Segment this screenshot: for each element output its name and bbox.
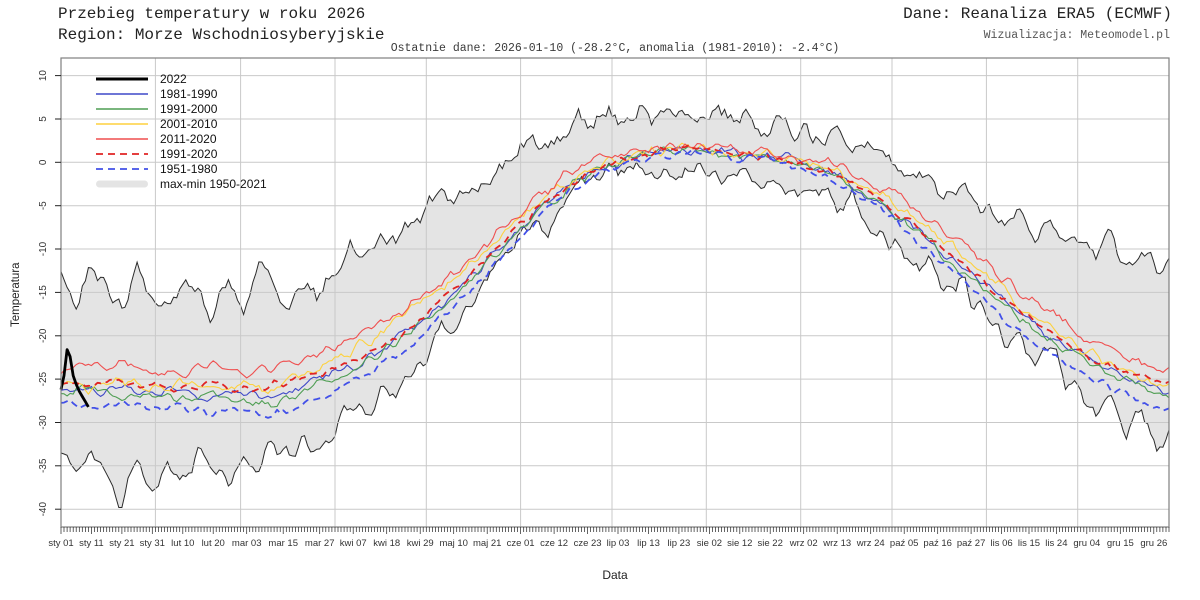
x-tick-label: mar 15 [268, 538, 298, 549]
x-tick-label: wrz 13 [822, 538, 851, 549]
x-tick-label: maj 10 [439, 538, 468, 549]
legend-label: 1991-2020 [160, 146, 218, 161]
x-tick-label: sty 31 [140, 538, 165, 549]
legend-item-max-min-1950-2021: max-min 1950-2021 [94, 176, 267, 191]
x-tick-label: lis 06 [991, 538, 1013, 549]
y-tick-label: 10 [38, 70, 49, 82]
x-tick-label: kwi 07 [340, 538, 367, 549]
x-axis-ticks: sty 01 sty 11 sty 21 sty 31 lut 10 lut 20 mar … [48, 527, 1170, 549]
series-line-1951-1980 [60, 149, 1170, 419]
x-tick-label: lis 15 [1018, 538, 1040, 549]
x-tick-label: lip 13 [637, 538, 660, 549]
series-line-2022 [59, 348, 90, 408]
legend-label: 2011-2020 [160, 131, 217, 146]
y-axis-title: Temperatura [10, 262, 22, 327]
x-tick-label: sty 01 [48, 538, 73, 549]
legend-label: 1991-2000 [160, 101, 218, 116]
x-tick-label: sie 02 [697, 538, 722, 549]
last-data-annotation: Ostatnie dane: 2026-01-10 (-28.2°C, anom… [390, 42, 840, 55]
x-tick-label: kwi 18 [373, 538, 400, 549]
x-tick-label: lip 23 [668, 538, 691, 549]
legend-item-1981-1990: 1981-1990 [94, 86, 267, 101]
legend-item-2001-2010: 2001-2010 [94, 116, 267, 131]
y-tick-label: -20 [38, 328, 49, 343]
y-tick-label: -15 [38, 285, 49, 300]
legend-swatch [96, 180, 148, 187]
y-tick-label: -35 [38, 458, 49, 473]
x-tick-label: sie 22 [758, 538, 783, 549]
page-title: Przebieg temperatury w roku 2026 [58, 5, 366, 23]
legend-swatch [96, 77, 148, 80]
x-tick-label: paź 16 [923, 538, 952, 549]
data-source-label: Dane: Reanaliza ERA5 (ECMWF) [903, 5, 1172, 23]
x-tick-label: paź 05 [890, 538, 919, 549]
x-tick-label: sty 21 [109, 538, 134, 549]
x-tick-label: gru 26 [1140, 538, 1167, 549]
x-tick-label: gru 04 [1073, 538, 1100, 549]
legend-item-2011-2020: 2011-2020 [94, 131, 267, 146]
legend-label: 2001-2010 [160, 116, 218, 131]
y-tick-label: -30 [38, 415, 49, 430]
y-tick-label: 0 [38, 159, 49, 165]
x-axis-title: Data [602, 568, 628, 582]
legend-label: 2022 [160, 71, 187, 86]
y-tick-label: -25 [38, 371, 49, 386]
x-tick-label: lip 03 [607, 538, 630, 549]
x-tick-label: wrz 02 [789, 538, 818, 549]
x-tick-label: gru 15 [1107, 538, 1134, 549]
legend-swatch [96, 122, 148, 125]
x-tick-label: sie 12 [727, 538, 752, 549]
legend-swatch [96, 152, 148, 155]
visualization-credit: Wizualizacja: Meteomodel.pl [983, 29, 1170, 42]
legend-label: 1951-1980 [160, 161, 218, 176]
x-tick-label: wrz 24 [856, 538, 885, 549]
y-axis-ticks: 10 5 0 -5 -10 -15 -20 -25 -30 -35 -40 [38, 70, 61, 517]
x-tick-label: sty 11 [79, 538, 104, 549]
x-tick-label: mar 03 [232, 538, 262, 549]
series-line-2011-2020 [60, 142, 1170, 379]
y-tick-label: 5 [38, 116, 49, 122]
legend-label: max-min 1950-2021 [160, 176, 267, 191]
band-max-line [60, 104, 1170, 324]
legend-label: 1981-1990 [160, 86, 218, 101]
legend-item-2022: 2022 [94, 71, 267, 86]
legend: 2022 1981-1990 1991-2000 2001-2010 2011-2020… [94, 71, 267, 191]
legend-swatch [96, 167, 148, 170]
legend-item-1991-2000: 1991-2000 [94, 101, 267, 116]
y-tick-label: -40 [38, 502, 49, 517]
legend-item-1991-2020: 1991-2020 [94, 146, 267, 161]
band-min-line [60, 161, 1170, 508]
series-lines [59, 142, 1170, 419]
x-tick-label: paź 27 [957, 538, 986, 549]
x-tick-label: cze 01 [507, 538, 535, 549]
series-line-1991-2000 [60, 146, 1170, 408]
x-tick-label: lut 20 [202, 538, 225, 549]
x-tick-label: cze 12 [540, 538, 568, 549]
legend-swatch [96, 107, 148, 110]
region-subtitle: Region: Morze Wschodniosyberyjskie [58, 26, 385, 44]
x-tick-label: kwi 29 [407, 538, 434, 549]
y-tick-label: -10 [38, 241, 49, 256]
x-tick-label: lut 10 [171, 538, 194, 549]
legend-swatch [96, 137, 148, 140]
legend-item-1951-1980: 1951-1980 [94, 161, 267, 176]
x-tick-label: mar 27 [305, 538, 335, 549]
x-tick-label: cze 23 [574, 538, 602, 549]
y-tick-label: -5 [38, 201, 49, 210]
x-tick-label: lis 24 [1045, 538, 1067, 549]
legend-swatch [96, 92, 148, 95]
x-tick-label: maj 21 [473, 538, 502, 549]
series-line-1991-2020 [60, 144, 1170, 393]
